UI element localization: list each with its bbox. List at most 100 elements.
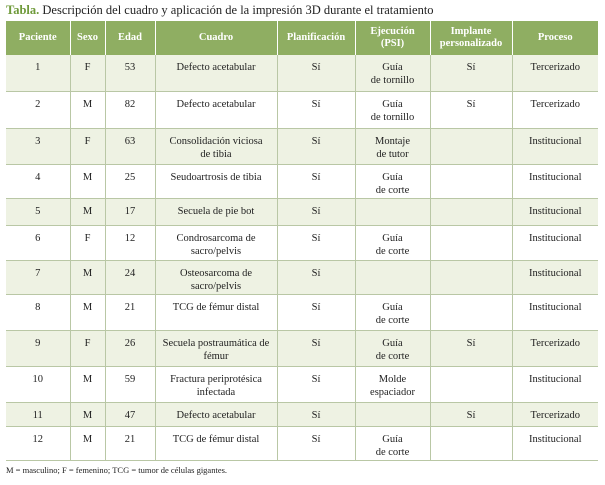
table-cell: Institucional xyxy=(511,128,598,165)
table-cell: Institucional xyxy=(511,164,598,199)
table-cell: Guía de tornillo xyxy=(354,55,430,92)
table-cell: Fractura periprotésica infectada xyxy=(154,366,277,403)
table-cell xyxy=(429,426,512,461)
table-cell xyxy=(429,294,512,331)
table-cell: 7 xyxy=(6,260,70,295)
table-cell: 12 xyxy=(104,225,155,261)
table-cell: Sí xyxy=(276,128,355,165)
table-cell: Institucional xyxy=(511,198,598,226)
table-cell: F xyxy=(69,55,105,92)
table-cell: 5 xyxy=(6,198,70,226)
table-cell: F xyxy=(69,225,105,261)
table-cell: 25 xyxy=(104,164,155,199)
table-cell: 12 xyxy=(6,426,70,461)
table-cell: Sí xyxy=(276,260,355,295)
table-row: 3 F 63 Consolidación viciosa de tibia Sí Mont… xyxy=(6,128,598,165)
table-cell: Secuela de pie bot xyxy=(154,198,277,226)
table-cell: 21 xyxy=(104,294,155,331)
table-cell: Institucional xyxy=(511,294,598,331)
table-cell: Consolidación viciosa de tibia xyxy=(154,128,277,165)
table-cell: Sí xyxy=(276,225,355,261)
table-cell: TCG de fémur distal xyxy=(154,294,277,331)
table-row: 1 F 53 Defecto acetabular Sí Guía de tornillo… xyxy=(6,55,598,92)
table-cell: Sí xyxy=(429,55,512,92)
table-cell xyxy=(429,164,512,199)
table-cell: 26 xyxy=(104,330,155,367)
table-cell: TCG de fémur distal xyxy=(154,426,277,461)
table-row: 5 M 17 Secuela de pie bot Sí Institucional xyxy=(6,198,598,226)
table-cell: Guía de corte xyxy=(354,426,430,461)
table-cell: 1 xyxy=(6,55,70,92)
table-cell xyxy=(429,198,512,226)
table-cell: Sí xyxy=(429,330,512,367)
column-header: Implante personalizado xyxy=(429,21,512,55)
table-cell: Tercerizado xyxy=(511,55,598,92)
table-cell: 82 xyxy=(104,91,155,129)
table-cell xyxy=(429,366,512,403)
table-cell xyxy=(354,260,430,295)
table-cell: Sí xyxy=(429,91,512,129)
table-cell: Molde espaciador xyxy=(354,366,430,403)
table-cell: 9 xyxy=(6,330,70,367)
table-cell: 2 xyxy=(6,91,70,129)
column-header: Ejecución (PSI) xyxy=(354,21,430,55)
table-row: 11 M 47 Defecto acetabular Sí Sí Tercerizado xyxy=(6,402,598,427)
table-cell: M xyxy=(69,426,105,461)
table-cell: Sí xyxy=(276,198,355,226)
table-row: 6 F 12 Condrosarcoma de sacro/pelvis Sí Guía … xyxy=(6,225,598,261)
table-cell xyxy=(429,225,512,261)
table-cell: 21 xyxy=(104,426,155,461)
title-label: Tabla. xyxy=(6,3,40,17)
table-cell: Sí xyxy=(276,402,355,427)
table-cell: M xyxy=(69,164,105,199)
table-cell: Osteosarcoma de sacro/pelvis xyxy=(154,260,277,295)
table-cell: 6 xyxy=(6,225,70,261)
table-cell: Defecto acetabular xyxy=(154,55,277,92)
table: Paciente Sexo Edad Cuadro Planificación Ejecu… xyxy=(6,21,598,461)
column-header: Cuadro xyxy=(154,21,277,55)
table-row: 10 M 59 Fractura periprotésica infectada Sí M… xyxy=(6,366,598,403)
table-cell: Seudoartrosis de tibia xyxy=(154,164,277,199)
table-cell: M xyxy=(69,260,105,295)
table-cell: 8 xyxy=(6,294,70,331)
table-cell: 11 xyxy=(6,402,70,427)
table-cell xyxy=(429,128,512,165)
footnote: M = masculino; F = femenino; TCG = tumor… xyxy=(6,465,228,475)
table-cell: 59 xyxy=(104,366,155,403)
table-cell: M xyxy=(69,91,105,129)
table-cell: Sí xyxy=(276,164,355,199)
table-cell xyxy=(354,198,430,226)
table-cell: M xyxy=(69,294,105,331)
table-cell: 47 xyxy=(104,402,155,427)
table-cell: F xyxy=(69,330,105,367)
header-row: Paciente Sexo Edad Cuadro Planificación Ejecu… xyxy=(6,21,598,55)
table-cell: 53 xyxy=(104,55,155,92)
title-text: Descripción del cuadro y aplicación de l… xyxy=(42,3,434,17)
table-cell: Guía de corte xyxy=(354,330,430,367)
table-cell: Secuela postraumática de fémur xyxy=(154,330,277,367)
table-cell: 63 xyxy=(104,128,155,165)
table-body: 1 F 53 Defecto acetabular Sí Guía de tornillo… xyxy=(6,55,598,461)
table-cell: Sí xyxy=(276,91,355,129)
table-row: 4 M 25 Seudoartrosis de tibia Sí Guía de cort… xyxy=(6,164,598,199)
table-row: 9 F 26 Secuela postraumática de fémur Sí Guía… xyxy=(6,330,598,367)
table-cell: Montaje de tutor xyxy=(354,128,430,165)
table-cell: Guía de corte xyxy=(354,294,430,331)
table-cell: 3 xyxy=(6,128,70,165)
column-header: Paciente xyxy=(6,21,70,55)
table-cell: F xyxy=(69,128,105,165)
table-cell: Guía de corte xyxy=(354,164,430,199)
table-cell: Defecto acetabular xyxy=(154,91,277,129)
table-cell: 10 xyxy=(6,366,70,403)
table-cell: Sí xyxy=(276,426,355,461)
table-cell: Condrosarcoma de sacro/pelvis xyxy=(154,225,277,261)
table-cell: Guía de tornillo xyxy=(354,91,430,129)
table-cell: Institucional xyxy=(511,260,598,295)
column-header: Planificación xyxy=(276,21,355,55)
table-row: 7 M 24 Osteosarcoma de sacro/pelvis Sí Instit… xyxy=(6,260,598,295)
table-cell: Sí xyxy=(276,55,355,92)
table-cell: Institucional xyxy=(511,366,598,403)
table-cell: 17 xyxy=(104,198,155,226)
table-row: 8 M 21 TCG de fémur distal Sí Guía de corte In… xyxy=(6,294,598,331)
